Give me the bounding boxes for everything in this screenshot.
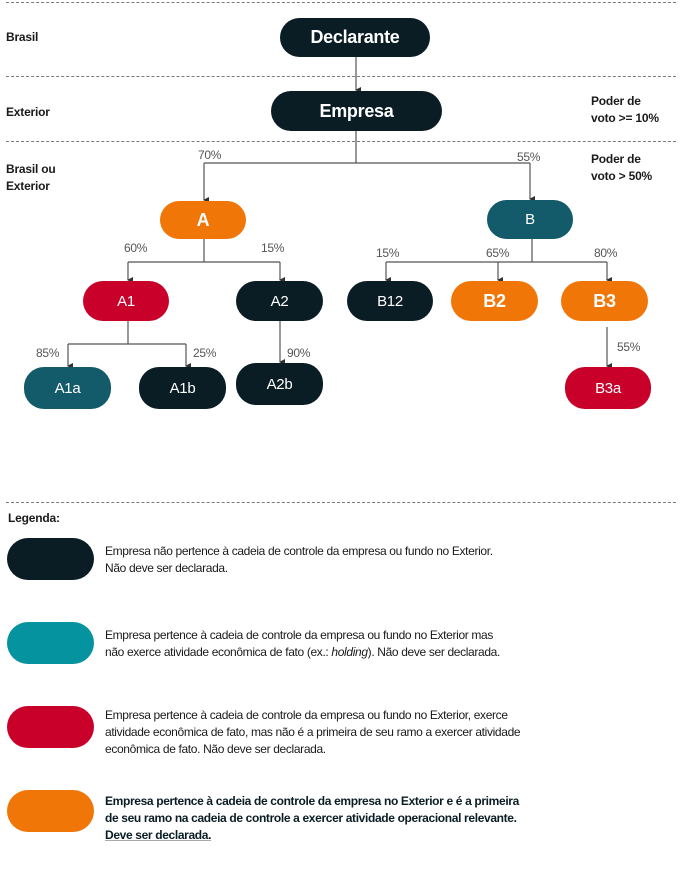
- legend-text-dark: Empresa não pertence à cadeia de control…: [105, 543, 585, 577]
- connectors: [67, 57, 612, 369]
- pct-b-b2: 65%: [486, 246, 510, 260]
- row-label-brasil: Brasil: [6, 30, 39, 44]
- pct-b-b12: 15%: [376, 246, 400, 260]
- legend-swatch-dark: [7, 538, 94, 580]
- row-label-brasil-ou-exterior: Brasil ou Exterior: [6, 161, 56, 195]
- node-a1a: A1a: [24, 367, 111, 409]
- node-b2: B2: [451, 281, 538, 321]
- pct-a-a2: 15%: [261, 241, 285, 255]
- pct-empresa-b: 55%: [517, 150, 541, 164]
- node-declarante: Declarante: [280, 18, 430, 57]
- node-a1b: A1b: [139, 367, 226, 409]
- legend-line: Não deve ser declarada.: [105, 561, 228, 575]
- node-b: B: [487, 200, 573, 239]
- legend-line-underlined: Deve ser declarada.: [105, 828, 212, 842]
- legend-line: não exerce atividade econômica de fato (…: [105, 644, 585, 661]
- node-b12: B12: [347, 281, 433, 321]
- threshold-line: Poder de: [591, 94, 641, 108]
- node-a2: A2: [236, 281, 323, 321]
- pct-b-b3: 80%: [594, 246, 618, 260]
- legend-line: Empresa pertence à cadeia de controle da…: [105, 708, 508, 722]
- node-b3a: B3a: [565, 367, 651, 409]
- legend-line-part: ). Não deve ser declarada.: [367, 645, 501, 659]
- pct-a1-a1b: 25%: [193, 346, 217, 360]
- legend-text-red: Empresa pertence à cadeia de controle da…: [105, 707, 585, 758]
- threshold-line: Poder de: [591, 152, 641, 166]
- legend-line: Empresa não pertence à cadeia de control…: [105, 544, 493, 558]
- threshold-10: Poder de voto >= 10%: [591, 93, 659, 127]
- node-a2b: A2b: [236, 363, 323, 405]
- pct-a1-a1a: 85%: [36, 346, 60, 360]
- pct-b3-b3a: 55%: [617, 340, 641, 354]
- pct-a-a1: 60%: [124, 241, 148, 255]
- divider: [6, 502, 676, 503]
- pct-a2-a2b: 90%: [287, 346, 311, 360]
- row-label-exterior: Exterior: [6, 105, 50, 119]
- legend-line-part: não exerce atividade econômica de fato (…: [105, 645, 332, 659]
- threshold-50: Poder de voto > 50%: [591, 151, 652, 185]
- legend-line: Empresa pertence à cadeia de controle da…: [105, 628, 494, 642]
- pct-empresa-a: 70%: [198, 148, 222, 162]
- legend-line: de seu ramo na cadeia de controle a exer…: [105, 811, 517, 825]
- node-b3: B3: [561, 281, 648, 321]
- legend-line: econômica de fato. Não deve ser declarad…: [105, 742, 326, 756]
- legend-swatch-orange: [7, 790, 94, 832]
- divider: [6, 2, 676, 3]
- legend-swatch-red: [7, 706, 94, 748]
- legend-line: atividade econômica de fato, mas não é a…: [105, 725, 521, 739]
- divider: [6, 76, 676, 77]
- legend-line-emphasis: holding: [331, 645, 368, 659]
- row-label-line: Exterior: [6, 179, 50, 193]
- divider: [6, 141, 676, 142]
- node-a: A: [160, 201, 246, 239]
- legend-line: Empresa pertence à cadeia de controle da…: [105, 794, 519, 808]
- node-a1: A1: [83, 281, 169, 321]
- legend-title: Legenda:: [8, 511, 60, 525]
- legend-text-teal: Empresa pertence à cadeia de controle da…: [105, 627, 585, 661]
- legend-text-orange: Empresa pertence à cadeia de controle da…: [105, 793, 585, 844]
- row-label-line: Brasil ou: [6, 162, 56, 176]
- node-empresa: Empresa: [271, 91, 442, 131]
- legend-swatch-teal: [7, 622, 94, 664]
- legend-line: Deve ser declarada.: [105, 827, 585, 844]
- threshold-line: voto > 50%: [591, 169, 653, 183]
- threshold-line: voto >= 10%: [591, 111, 659, 125]
